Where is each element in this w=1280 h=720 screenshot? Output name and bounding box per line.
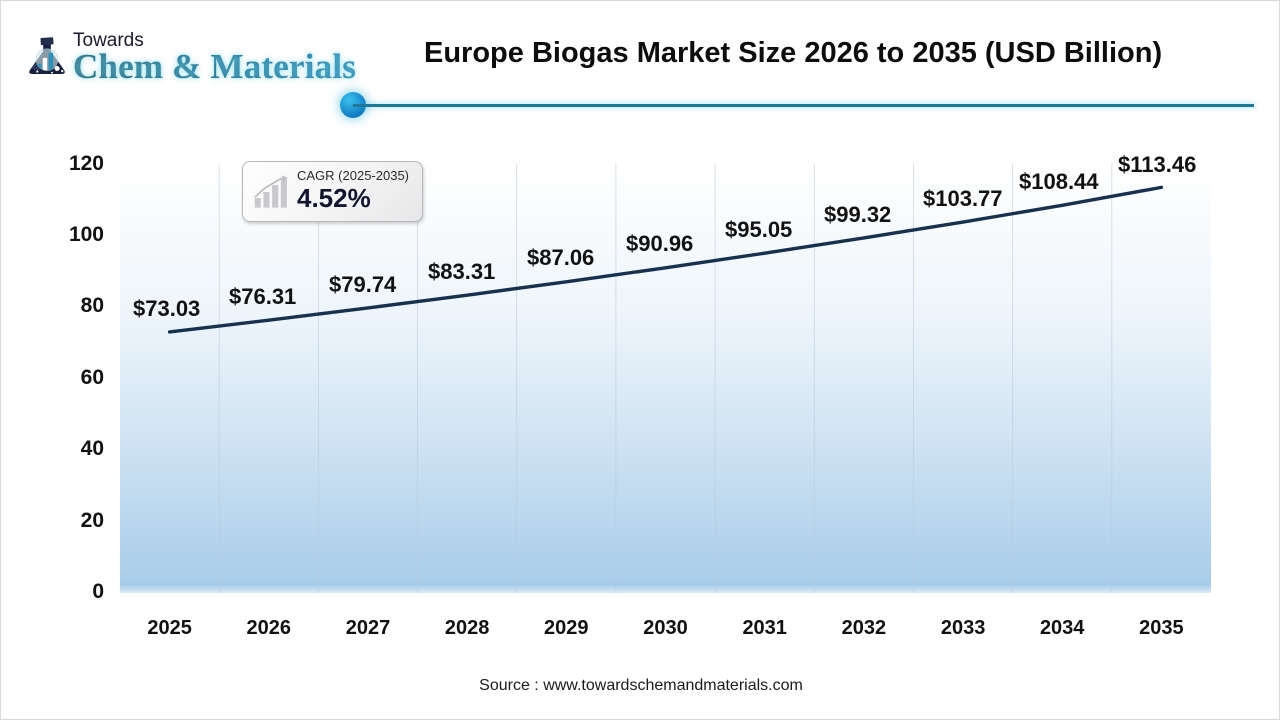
- svg-text:2033: 2033: [941, 617, 986, 639]
- svg-text:100: 100: [69, 223, 104, 246]
- svg-text:2027: 2027: [346, 617, 391, 639]
- svg-text:120: 120: [69, 152, 104, 175]
- svg-text:2028: 2028: [445, 617, 490, 639]
- svg-text:2034: 2034: [1040, 617, 1085, 639]
- svg-text:$95.05: $95.05: [725, 217, 792, 242]
- svg-text:2030: 2030: [643, 617, 688, 639]
- svg-text:2025: 2025: [147, 617, 192, 639]
- svg-text:$103.77: $103.77: [923, 186, 1003, 211]
- svg-text:2032: 2032: [842, 617, 887, 639]
- svg-text:40: 40: [81, 437, 104, 460]
- svg-text:$87.06: $87.06: [527, 245, 594, 270]
- svg-text:$108.44: $108.44: [1019, 169, 1099, 194]
- svg-text:2035: 2035: [1139, 617, 1184, 639]
- svg-text:$73.03: $73.03: [133, 296, 200, 321]
- svg-text:$99.32: $99.32: [824, 202, 891, 227]
- svg-text:60: 60: [81, 366, 104, 389]
- svg-text:$113.46: $113.46: [1118, 152, 1196, 177]
- svg-text:0: 0: [92, 580, 104, 603]
- svg-text:20: 20: [81, 509, 104, 532]
- svg-text:$76.31: $76.31: [229, 284, 296, 309]
- svg-text:2031: 2031: [742, 617, 787, 639]
- svg-text:$90.96: $90.96: [626, 231, 693, 256]
- svg-text:2029: 2029: [544, 617, 589, 639]
- svg-text:80: 80: [81, 294, 104, 317]
- svg-text:2026: 2026: [247, 617, 292, 639]
- svg-text:$83.31: $83.31: [428, 259, 495, 284]
- svg-text:$79.74: $79.74: [329, 272, 397, 297]
